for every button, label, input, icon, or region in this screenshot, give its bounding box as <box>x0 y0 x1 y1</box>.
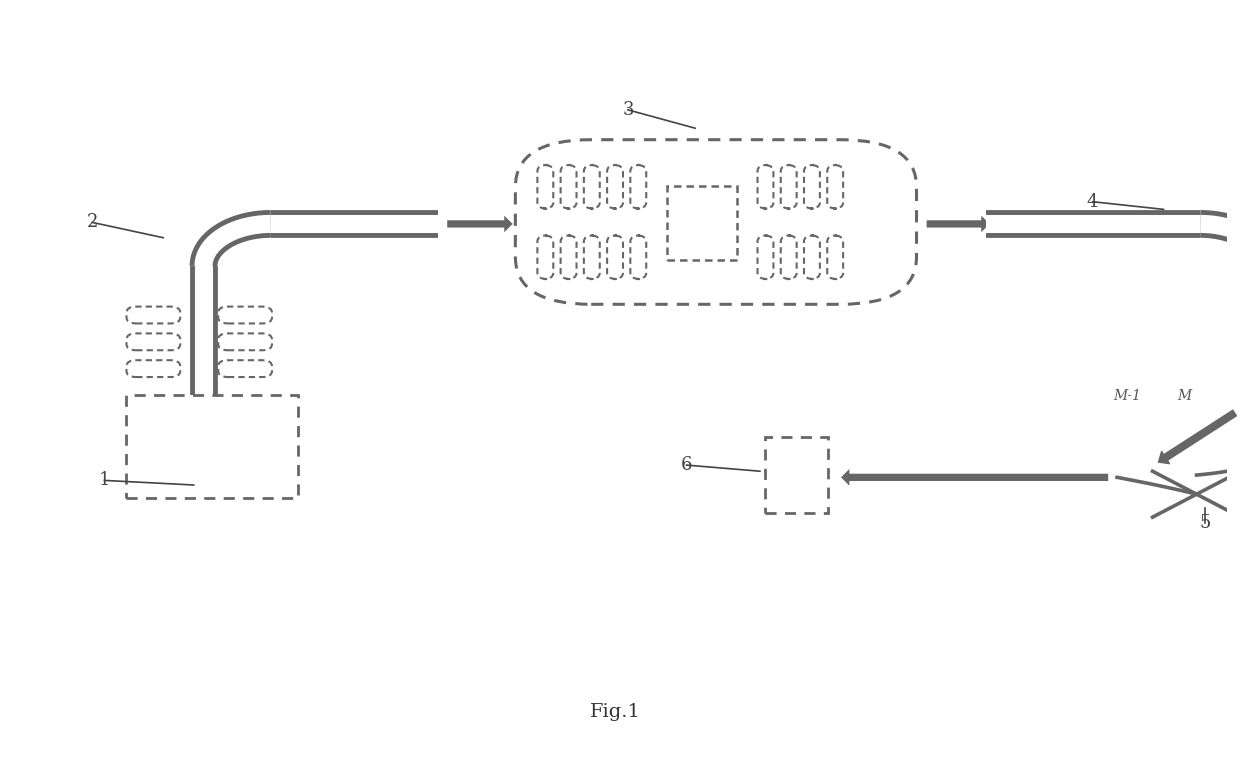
Text: M-1: M-1 <box>1113 389 1141 403</box>
FancyBboxPatch shape <box>560 235 576 279</box>
FancyBboxPatch shape <box>781 235 797 279</box>
FancyBboxPatch shape <box>631 235 647 279</box>
Text: 2: 2 <box>87 214 98 231</box>
FancyBboxPatch shape <box>560 165 576 209</box>
FancyBboxPatch shape <box>804 235 820 279</box>
FancyBboxPatch shape <box>607 165 623 209</box>
FancyBboxPatch shape <box>538 165 554 209</box>
Text: M: M <box>1177 389 1192 403</box>
Text: 5: 5 <box>1199 514 1211 533</box>
FancyBboxPatch shape <box>218 360 273 377</box>
FancyBboxPatch shape <box>126 334 181 351</box>
Bar <box>126 395 297 498</box>
FancyBboxPatch shape <box>828 235 843 279</box>
FancyBboxPatch shape <box>515 139 917 304</box>
FancyBboxPatch shape <box>631 165 647 209</box>
FancyBboxPatch shape <box>126 360 181 377</box>
Text: 1: 1 <box>99 471 110 489</box>
FancyBboxPatch shape <box>218 307 273 324</box>
FancyBboxPatch shape <box>607 235 623 279</box>
Text: 3: 3 <box>622 101 633 119</box>
FancyBboxPatch shape <box>781 165 797 209</box>
Text: 6: 6 <box>681 456 693 474</box>
FancyBboxPatch shape <box>218 334 273 351</box>
FancyBboxPatch shape <box>804 165 820 209</box>
FancyBboxPatch shape <box>757 165 773 209</box>
FancyBboxPatch shape <box>584 235 600 279</box>
FancyBboxPatch shape <box>584 165 600 209</box>
FancyBboxPatch shape <box>828 165 843 209</box>
FancyBboxPatch shape <box>126 307 181 324</box>
Bar <box>764 437 829 513</box>
Text: Fig.1: Fig.1 <box>590 704 641 721</box>
FancyBboxPatch shape <box>757 235 773 279</box>
Text: 4: 4 <box>1087 193 1098 211</box>
Bar <box>667 187 737 260</box>
FancyBboxPatch shape <box>538 235 554 279</box>
